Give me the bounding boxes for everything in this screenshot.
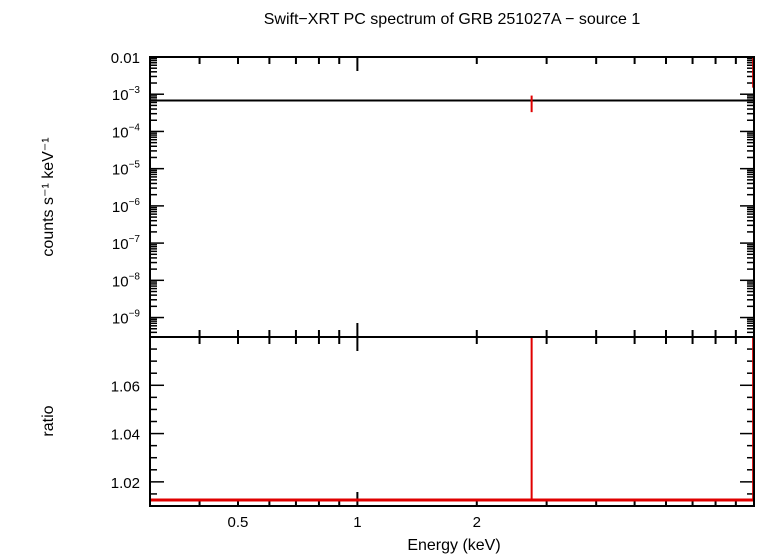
y-tick-label: 10−7 bbox=[112, 234, 141, 253]
top-panel-ticks bbox=[149, 56, 755, 338]
bottom-y-axis-label: ratio bbox=[40, 405, 57, 436]
y-tick-label: 10−6 bbox=[112, 197, 141, 216]
chart-title: Swift−XRT PC spectrum of GRB 251027A − s… bbox=[264, 11, 641, 28]
x-tick-label: 1 bbox=[353, 514, 361, 531]
x-tick-label: 0.5 bbox=[228, 514, 249, 531]
y-tick-label: 1.04 bbox=[111, 427, 140, 444]
top-panel-frame bbox=[149, 56, 755, 338]
y-tick-label: 1.02 bbox=[111, 475, 140, 492]
y-tick-label: 10−8 bbox=[112, 271, 141, 290]
top-panel-y-tick-labels: 0.01 10−3 10−4 10−5 10−6 10−7 10−8 10−9 bbox=[111, 50, 141, 328]
x-axis-label: Energy (keV) bbox=[407, 537, 500, 554]
y-tick-label: 10−3 bbox=[112, 85, 141, 104]
bottom-panel-frame bbox=[149, 336, 755, 507]
bottom-panel-y-tick-labels: 1.02 1.04 1.06 bbox=[111, 378, 140, 492]
y-tick-label: 10−4 bbox=[112, 122, 141, 141]
x-tick-labels: 0.5 1 2 bbox=[228, 514, 481, 531]
y-tick-label: 1.06 bbox=[111, 378, 140, 395]
y-tick-label: 10−5 bbox=[112, 160, 141, 179]
bottom-panel-series bbox=[150, 337, 755, 502]
top-panel-series bbox=[150, 57, 755, 113]
x-tick-label: 2 bbox=[473, 514, 481, 531]
top-y-axis-label: counts s⁻¹ keV⁻¹ bbox=[40, 137, 57, 256]
y-tick-label: 0.01 bbox=[111, 50, 140, 67]
y-tick-label: 10−9 bbox=[112, 309, 141, 328]
bottom-panel-ticks bbox=[149, 336, 755, 507]
